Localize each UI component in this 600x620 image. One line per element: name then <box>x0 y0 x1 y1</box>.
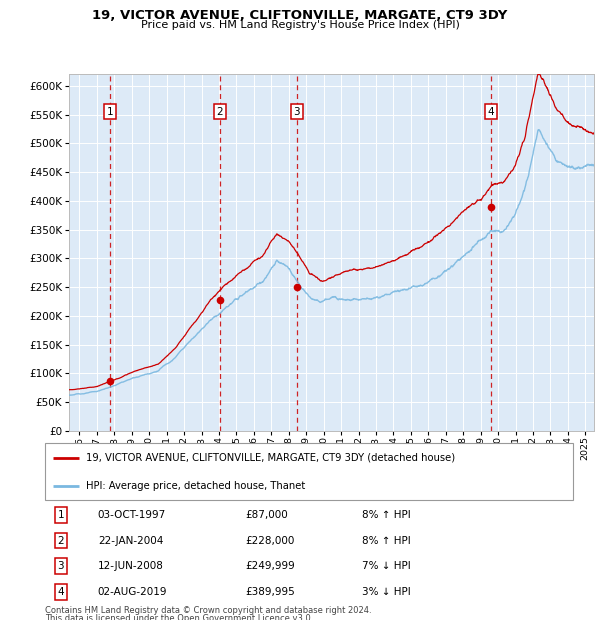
FancyBboxPatch shape <box>45 443 573 500</box>
Text: Price paid vs. HM Land Registry's House Price Index (HPI): Price paid vs. HM Land Registry's House … <box>140 20 460 30</box>
Text: 3: 3 <box>58 561 64 571</box>
Text: 8% ↑ HPI: 8% ↑ HPI <box>362 510 410 520</box>
Text: 3% ↓ HPI: 3% ↓ HPI <box>362 587 410 596</box>
Text: 2: 2 <box>217 107 223 117</box>
Text: 03-OCT-1997: 03-OCT-1997 <box>98 510 166 520</box>
Text: 1: 1 <box>58 510 64 520</box>
Text: £249,999: £249,999 <box>245 561 295 571</box>
Text: 19, VICTOR AVENUE, CLIFTONVILLE, MARGATE, CT9 3DY: 19, VICTOR AVENUE, CLIFTONVILLE, MARGATE… <box>92 9 508 22</box>
Text: 1: 1 <box>107 107 113 117</box>
Text: 22-JAN-2004: 22-JAN-2004 <box>98 536 163 546</box>
Text: 8% ↑ HPI: 8% ↑ HPI <box>362 536 410 546</box>
Text: £87,000: £87,000 <box>245 510 289 520</box>
Text: This data is licensed under the Open Government Licence v3.0.: This data is licensed under the Open Gov… <box>45 614 313 620</box>
Text: 19, VICTOR AVENUE, CLIFTONVILLE, MARGATE, CT9 3DY (detached house): 19, VICTOR AVENUE, CLIFTONVILLE, MARGATE… <box>86 453 455 463</box>
Text: £228,000: £228,000 <box>245 536 295 546</box>
Text: 4: 4 <box>58 587 64 596</box>
Text: 4: 4 <box>487 107 494 117</box>
Text: 2: 2 <box>58 536 64 546</box>
Text: 12-JUN-2008: 12-JUN-2008 <box>98 561 164 571</box>
Text: £389,995: £389,995 <box>245 587 295 596</box>
Text: 02-AUG-2019: 02-AUG-2019 <box>98 587 167 596</box>
Text: 7% ↓ HPI: 7% ↓ HPI <box>362 561 410 571</box>
Text: Contains HM Land Registry data © Crown copyright and database right 2024.: Contains HM Land Registry data © Crown c… <box>45 606 371 616</box>
Text: HPI: Average price, detached house, Thanet: HPI: Average price, detached house, Than… <box>86 481 305 491</box>
Text: 3: 3 <box>293 107 300 117</box>
